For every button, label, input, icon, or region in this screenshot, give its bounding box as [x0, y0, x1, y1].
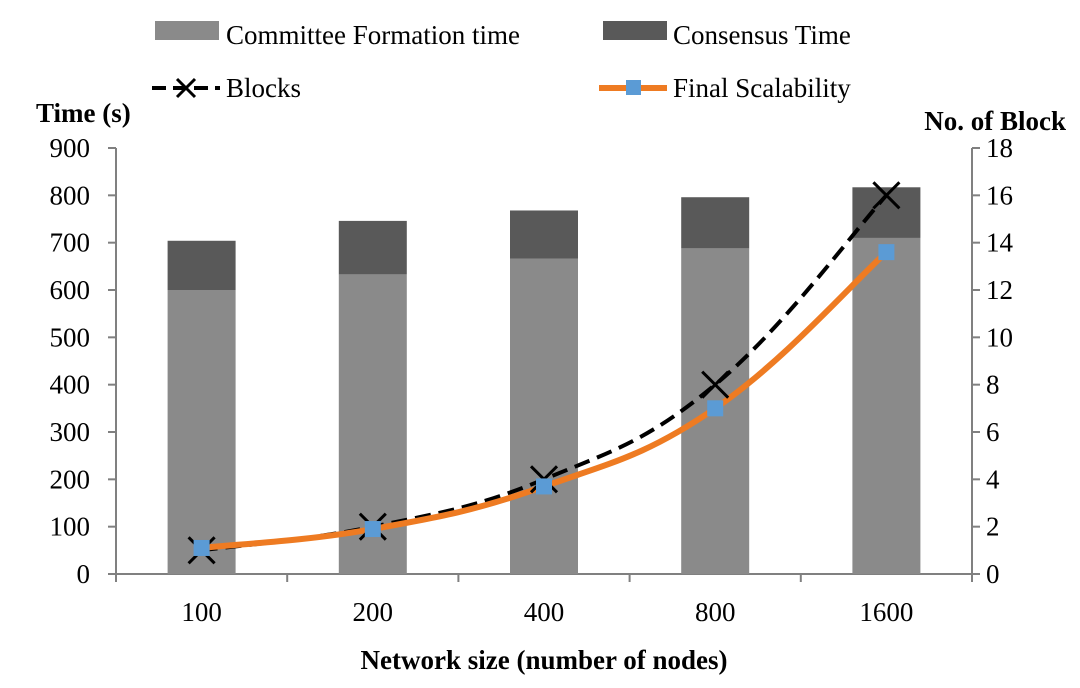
marker-blocks: [872, 181, 901, 210]
y2-tick-label: 2: [986, 512, 1000, 542]
lines: [187, 181, 901, 565]
legend-label-scalability: Final Scalability: [673, 73, 851, 103]
y2-tick-label: 10: [986, 322, 1013, 352]
legend-swatch-consensus: [603, 21, 667, 40]
x-tick-label: 100: [181, 597, 222, 627]
legend-label-blocks: Blocks: [226, 73, 301, 103]
y-tick-label: 200: [50, 464, 91, 494]
bar-committee-formation: [852, 237, 921, 574]
x-tick-label: 400: [524, 597, 565, 627]
x-ticks: 100 200 400 800 1600: [115, 574, 973, 627]
marker-final-scalability: [536, 478, 552, 495]
y2-axis-title: No. of Block: [924, 106, 1066, 136]
y2-tick-label: 16: [986, 180, 1013, 210]
marker-final-scalability: [364, 521, 381, 538]
bar-consensus: [167, 240, 236, 290]
marker-blocks: [701, 370, 730, 399]
y2-tick-label: 12: [986, 275, 1013, 305]
y-axis-title: Time (s): [36, 98, 131, 128]
y-tick-label: 600: [50, 275, 91, 305]
bar-consensus: [510, 210, 578, 259]
y2-tick-label: 6: [986, 417, 1000, 447]
y2-tick-label: 0: [986, 559, 1000, 589]
bar-committee-formation: [167, 290, 236, 574]
marker-final-scalability: [193, 539, 210, 556]
marker-blocks-stroke: [872, 181, 901, 210]
y-tick-label: 500: [50, 322, 91, 352]
y-tick-label: 800: [50, 180, 91, 210]
bars: [167, 187, 921, 574]
legend: Committee Formation time Consensus Time …: [152, 20, 851, 103]
marker-final-scalability: [878, 244, 895, 261]
x-tick-label: 1600: [859, 597, 913, 627]
legend-label-consensus: Consensus Time: [673, 20, 851, 50]
y-tick-label: 100: [50, 512, 91, 542]
y2-tick-label: 14: [986, 228, 1014, 258]
y-tick-label: 300: [50, 417, 91, 447]
marker-blocks-stroke: [701, 370, 730, 399]
x-tick-label: 200: [353, 597, 394, 627]
y-tick-label: 400: [50, 370, 91, 400]
y-tick-label: 700: [50, 228, 91, 258]
y2-tick-label: 18: [986, 133, 1013, 163]
bar-committee-formation: [510, 258, 578, 574]
marker-final-scalability: [707, 400, 724, 417]
x-tick-label: 800: [695, 597, 736, 627]
y-tick-label: 0: [77, 559, 91, 589]
legend-swatch-committee: [155, 21, 219, 40]
y2-tick-label: 4: [986, 464, 1000, 494]
y2-tick-label: 8: [986, 370, 1000, 400]
y2-ticks: 0 2 4 6 8 10 12 14 16 18: [972, 133, 1014, 589]
bar-consensus: [338, 220, 407, 275]
y-tick-label: 900: [50, 133, 91, 163]
bar-consensus: [681, 197, 750, 249]
legend-marker-blocks: [175, 77, 197, 99]
line-blocks: [201, 193, 888, 553]
legend-label-committee: Committee Formation time: [226, 20, 520, 50]
x-axis-title: Network size (number of nodes): [361, 645, 728, 675]
y-ticks: 0 100 200 300 400 500 600 700 800 900: [50, 133, 116, 589]
legend-marker-scalability: [626, 80, 641, 95]
